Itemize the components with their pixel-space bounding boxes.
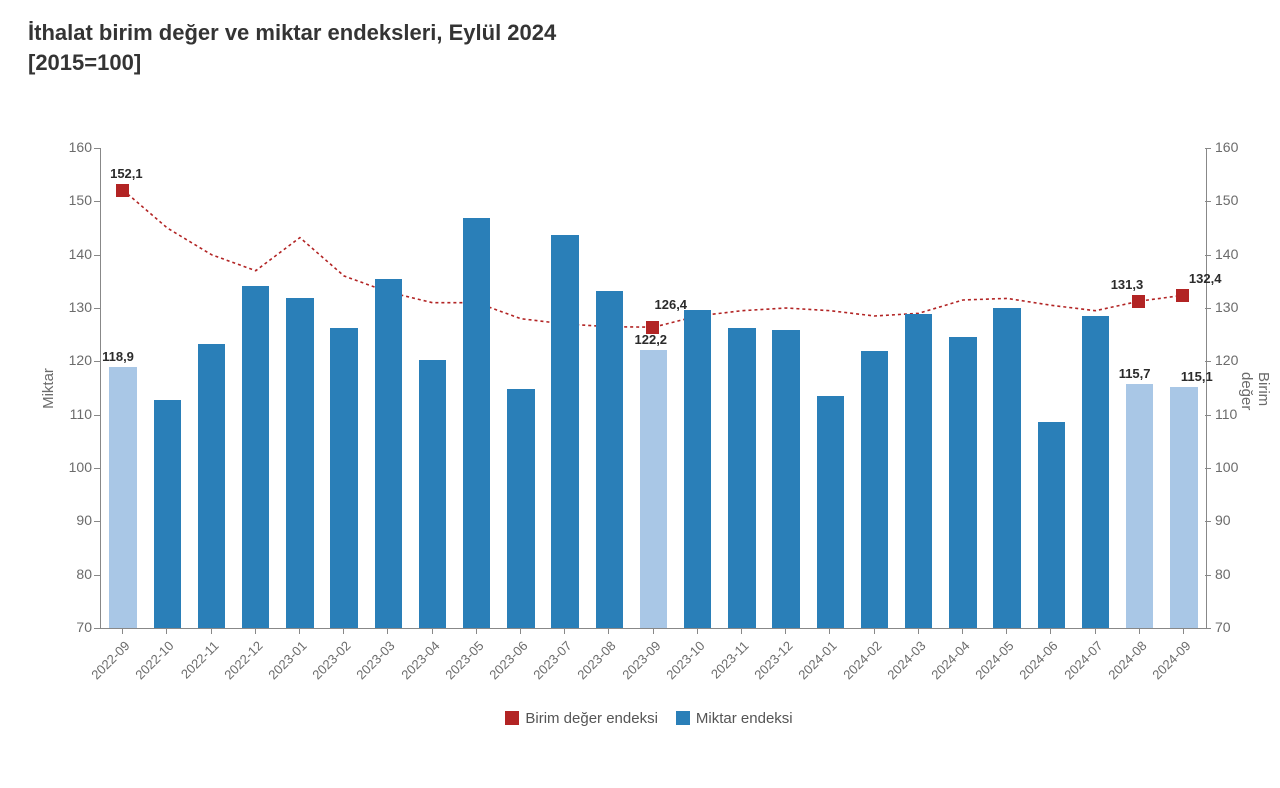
legend-label: Birim değer endeksi bbox=[525, 710, 658, 727]
y-tick-right: 80 bbox=[1215, 566, 1255, 582]
data-callout: 131,3 bbox=[1111, 277, 1144, 292]
bar bbox=[154, 400, 181, 628]
data-callout: 115,1 bbox=[1181, 369, 1213, 384]
y-tick-left: 70 bbox=[52, 619, 92, 635]
x-tick-label: 2023-05 bbox=[433, 638, 486, 691]
data-callout: 152,1 bbox=[110, 166, 143, 181]
bar bbox=[551, 235, 578, 628]
x-tick-label: 2023-09 bbox=[610, 638, 663, 691]
y-tick-right: 130 bbox=[1215, 299, 1255, 315]
bar bbox=[198, 344, 225, 628]
bar bbox=[596, 291, 623, 628]
bar bbox=[109, 367, 136, 628]
x-tick-label: 2024-05 bbox=[964, 638, 1017, 691]
data-callout: 122,2 bbox=[635, 332, 668, 347]
y-tick-right: 140 bbox=[1215, 246, 1255, 262]
y-tick-left: 90 bbox=[52, 512, 92, 528]
x-tick-label: 2024-03 bbox=[875, 638, 928, 691]
x-tick-label: 2024-04 bbox=[919, 638, 972, 691]
x-tick-label: 2023-08 bbox=[566, 638, 619, 691]
x-tick-label: 2023-07 bbox=[522, 638, 575, 691]
plot-area bbox=[100, 148, 1207, 629]
y-tick-right: 100 bbox=[1215, 459, 1255, 475]
bar bbox=[330, 328, 357, 628]
bar bbox=[242, 286, 269, 628]
x-tick-label: 2024-08 bbox=[1096, 638, 1149, 691]
bar bbox=[949, 337, 976, 628]
bar bbox=[772, 330, 799, 628]
chart-subtitle: [2015=100] bbox=[28, 50, 141, 76]
y-tick-left: 110 bbox=[52, 406, 92, 422]
line-marker bbox=[1132, 295, 1145, 308]
legend: Birim değer endeksi Miktar endeksi bbox=[0, 710, 1280, 727]
x-tick-label: 2023-06 bbox=[477, 638, 530, 691]
x-tick-label: 2023-02 bbox=[301, 638, 354, 691]
chart-title: İthalat birim değer ve miktar endeksleri… bbox=[28, 18, 556, 48]
bar bbox=[1082, 316, 1109, 628]
x-tick-label: 2024-06 bbox=[1008, 638, 1061, 691]
x-tick-label: 2024-09 bbox=[1140, 638, 1193, 691]
y-axis-left-title: Miktar bbox=[40, 368, 57, 409]
y-tick-left: 150 bbox=[52, 192, 92, 208]
y-tick-right: 150 bbox=[1215, 192, 1255, 208]
x-tick-label: 2023-03 bbox=[345, 638, 398, 691]
y-tick-left: 120 bbox=[52, 352, 92, 368]
x-tick-label: 2022-10 bbox=[124, 638, 177, 691]
x-tick-label: 2024-02 bbox=[831, 638, 884, 691]
bar bbox=[286, 298, 313, 628]
data-callout: 115,7 bbox=[1119, 366, 1151, 381]
chart-container: İthalat birim değer ve miktar endeksleri… bbox=[0, 0, 1280, 788]
bar bbox=[1038, 422, 1065, 628]
bar bbox=[507, 389, 534, 628]
data-callout: 126,4 bbox=[655, 297, 688, 312]
bar bbox=[684, 310, 711, 628]
y-tick-left: 100 bbox=[52, 459, 92, 475]
x-tick-label: 2023-01 bbox=[256, 638, 309, 691]
bar bbox=[993, 308, 1020, 628]
bar bbox=[640, 350, 667, 628]
bar bbox=[375, 279, 402, 628]
y-tick-left: 80 bbox=[52, 566, 92, 582]
bar bbox=[905, 314, 932, 628]
y-tick-right: 110 bbox=[1215, 406, 1255, 422]
bar bbox=[463, 218, 490, 628]
bar bbox=[817, 396, 844, 628]
x-tick-label: 2024-01 bbox=[787, 638, 840, 691]
y-tick-right: 160 bbox=[1215, 139, 1255, 155]
line-marker bbox=[1176, 289, 1189, 302]
x-tick-label: 2022-09 bbox=[80, 638, 133, 691]
line-series-path bbox=[123, 190, 1184, 327]
legend-swatch bbox=[676, 711, 690, 725]
bar bbox=[1126, 384, 1153, 628]
x-tick-label: 2023-11 bbox=[698, 638, 751, 691]
bar bbox=[419, 360, 446, 628]
y-tick-right: 90 bbox=[1215, 512, 1255, 528]
y-tick-right: 120 bbox=[1215, 352, 1255, 368]
x-tick-label: 2023-04 bbox=[389, 638, 442, 691]
data-callout: 118,9 bbox=[102, 349, 134, 364]
y-tick-left: 140 bbox=[52, 246, 92, 262]
bar bbox=[1170, 387, 1197, 628]
legend-label: Miktar endeksi bbox=[696, 710, 793, 727]
y-tick-left: 160 bbox=[52, 139, 92, 155]
x-tick-label: 2022-11 bbox=[168, 638, 221, 691]
bar bbox=[728, 328, 755, 628]
y-tick-left: 130 bbox=[52, 299, 92, 315]
y-tick-right: 70 bbox=[1215, 619, 1255, 635]
x-tick-label: 2023-12 bbox=[743, 638, 796, 691]
line-marker bbox=[116, 184, 129, 197]
x-tick-label: 2023-10 bbox=[654, 638, 707, 691]
x-tick-label: 2024-07 bbox=[1052, 638, 1105, 691]
bar bbox=[861, 351, 888, 628]
data-callout: 132,4 bbox=[1189, 271, 1222, 286]
legend-swatch bbox=[505, 711, 519, 725]
x-tick-label: 2022-12 bbox=[212, 638, 265, 691]
